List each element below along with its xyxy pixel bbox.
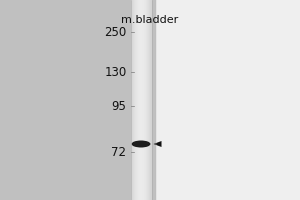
Bar (132, 0, 133, 200)
Text: m.bladder: m.bladder (121, 15, 178, 25)
Text: 250: 250 (104, 25, 127, 38)
Bar (131, 0, 132, 200)
Text: 72: 72 (112, 146, 127, 158)
Bar (138, 0, 139, 200)
Ellipse shape (132, 140, 150, 148)
Bar (146, 0, 147, 200)
Bar (139, 0, 140, 200)
Bar (136, 0, 137, 200)
Bar (130, 0, 131, 200)
Bar (147, 0, 148, 200)
Bar (151, 0, 152, 200)
Bar (150, 0, 151, 200)
Bar (141, 0, 142, 200)
Text: 95: 95 (112, 99, 127, 112)
Bar (148, 0, 149, 200)
Bar (137, 0, 138, 200)
Bar (135, 0, 136, 200)
Polygon shape (154, 141, 161, 147)
Bar (143, 0, 144, 200)
Bar (144, 0, 145, 200)
Bar (142, 0, 143, 200)
Bar (133, 0, 134, 200)
Bar (150, 0, 151, 200)
Bar (140, 0, 141, 200)
Bar (149, 0, 150, 200)
Bar (156, 0, 300, 200)
Text: 130: 130 (104, 66, 127, 78)
Bar (134, 0, 135, 200)
Bar (0, 0, 156, 200)
Bar (145, 0, 146, 200)
